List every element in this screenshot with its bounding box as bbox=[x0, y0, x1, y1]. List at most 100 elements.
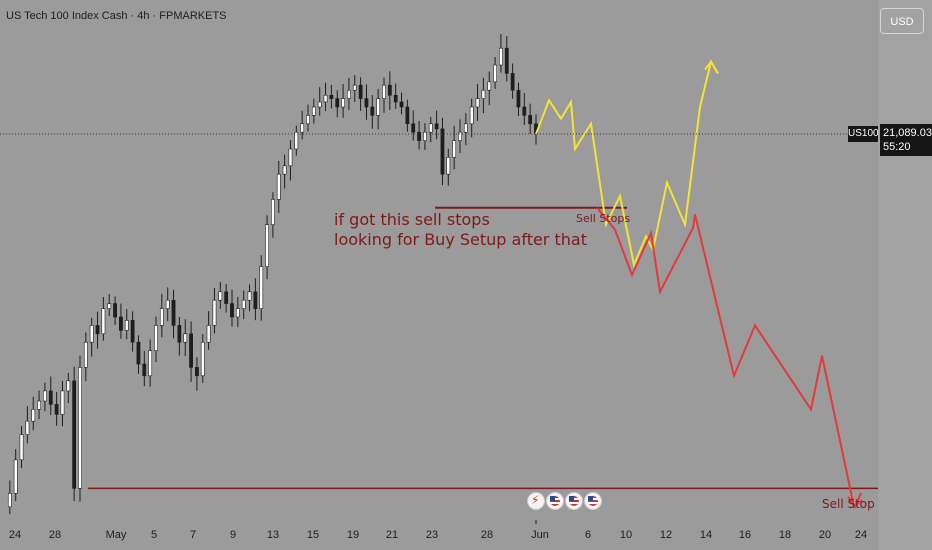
candle-up bbox=[306, 115, 310, 125]
candle-down bbox=[142, 363, 147, 377]
candle-up bbox=[311, 106, 316, 116]
us-flag-icon[interactable] bbox=[565, 492, 583, 510]
x-tick-label: 9 bbox=[230, 529, 236, 541]
sell-stops-label: Sell Stops bbox=[576, 212, 631, 225]
candle-down bbox=[136, 341, 141, 365]
candle-down bbox=[405, 106, 410, 125]
candle-down bbox=[516, 89, 521, 108]
candle-down bbox=[119, 316, 123, 331]
candle-up bbox=[78, 367, 82, 489]
candle-up bbox=[463, 123, 468, 133]
x-tick-label: 28 bbox=[481, 529, 493, 541]
candle-up bbox=[241, 299, 246, 309]
candle-up bbox=[212, 299, 217, 326]
x-tick-label: 7 bbox=[190, 529, 196, 541]
candle-up bbox=[288, 148, 293, 167]
x-tick-label: 19 bbox=[347, 529, 359, 541]
candle-down bbox=[510, 73, 515, 91]
sell-stop-label: Sell Stop bbox=[822, 497, 875, 511]
symbol-tag: US100 bbox=[848, 126, 879, 142]
candle-up bbox=[382, 84, 386, 99]
candle-down bbox=[72, 380, 77, 489]
red-projection-path bbox=[596, 207, 863, 509]
candle-up bbox=[469, 106, 474, 125]
candle-up bbox=[200, 341, 205, 377]
us-flag-icon[interactable] bbox=[546, 492, 564, 510]
candle-down bbox=[440, 128, 445, 175]
candle-down bbox=[54, 404, 59, 415]
red-arrowhead bbox=[847, 492, 862, 509]
candle-down bbox=[224, 291, 229, 304]
candle-down bbox=[364, 98, 369, 108]
candle-down bbox=[177, 325, 182, 343]
trade-note: if got this sell stops looking for Buy S… bbox=[334, 210, 587, 250]
price-scale-panel[interactable] bbox=[878, 0, 932, 550]
candle-down bbox=[189, 333, 193, 368]
candle-up bbox=[300, 123, 305, 133]
candle-down bbox=[358, 84, 363, 99]
candle-up bbox=[259, 266, 264, 309]
candle-up bbox=[148, 350, 153, 377]
candle-up bbox=[423, 131, 427, 141]
candle-down bbox=[253, 291, 258, 309]
current-price-value: 21,089.03 bbox=[883, 127, 932, 139]
candle-up bbox=[89, 325, 94, 343]
yellow-projection-path bbox=[535, 59, 719, 269]
candle-up bbox=[475, 98, 480, 108]
candle-down bbox=[417, 131, 421, 141]
x-tick-label: 5 bbox=[151, 529, 157, 541]
candle-up bbox=[428, 123, 433, 133]
x-tick-label: 10 bbox=[620, 529, 632, 541]
candle-up bbox=[235, 308, 240, 318]
candle-down bbox=[171, 299, 176, 326]
bar-countdown: 55:20 bbox=[883, 141, 911, 153]
candle-up bbox=[341, 98, 345, 108]
x-tick-label: 18 bbox=[779, 529, 791, 541]
currency-button[interactable]: USD bbox=[880, 8, 924, 34]
candle-up bbox=[481, 89, 486, 99]
candle-down bbox=[504, 47, 509, 74]
candle-up bbox=[446, 157, 451, 175]
candle-up bbox=[107, 303, 112, 309]
us-flag-icon[interactable] bbox=[584, 492, 602, 510]
candle-down bbox=[528, 115, 533, 125]
trade-note-line-2: looking for Buy Setup after that bbox=[334, 230, 587, 249]
candle-up bbox=[37, 400, 41, 410]
candle-up bbox=[25, 420, 30, 435]
x-tick-label: May bbox=[106, 529, 127, 541]
trade-note-line-1: if got this sell stops bbox=[334, 210, 490, 229]
candle-up bbox=[218, 291, 223, 301]
candle-up bbox=[458, 131, 462, 141]
candle-up bbox=[323, 94, 328, 103]
candle-up bbox=[376, 98, 381, 116]
candle-up bbox=[154, 325, 158, 351]
candle-up bbox=[83, 341, 88, 368]
candle-up bbox=[247, 291, 252, 301]
candle-down bbox=[113, 303, 117, 318]
x-tick-label: 20 bbox=[819, 529, 831, 541]
candle-up bbox=[452, 140, 457, 158]
x-tick-label: 13 bbox=[267, 529, 279, 541]
candle-up bbox=[60, 390, 65, 415]
candle-up bbox=[31, 409, 36, 422]
chart-title: US Tech 100 Index Cash · 4h · FPMARKETS bbox=[6, 10, 227, 22]
current-price-tag: 21,089.03 55:20 bbox=[880, 124, 932, 156]
x-tick-label: 6 bbox=[585, 529, 591, 541]
candle-up bbox=[265, 224, 269, 267]
candle-up bbox=[7, 493, 12, 508]
candle-up bbox=[487, 81, 492, 91]
candle-up bbox=[493, 64, 497, 83]
candle-down bbox=[434, 123, 439, 130]
candle-up bbox=[66, 380, 71, 392]
lightning-icon[interactable]: ⚡ bbox=[527, 492, 545, 510]
candle-down bbox=[411, 123, 416, 133]
x-tick-label: 21 bbox=[386, 529, 398, 541]
candle-up bbox=[159, 308, 164, 326]
candle-up bbox=[317, 101, 322, 108]
candle-up bbox=[294, 131, 299, 150]
x-tick-label: 24 bbox=[9, 529, 21, 541]
candle-down bbox=[230, 303, 234, 318]
candle-down bbox=[48, 390, 53, 405]
